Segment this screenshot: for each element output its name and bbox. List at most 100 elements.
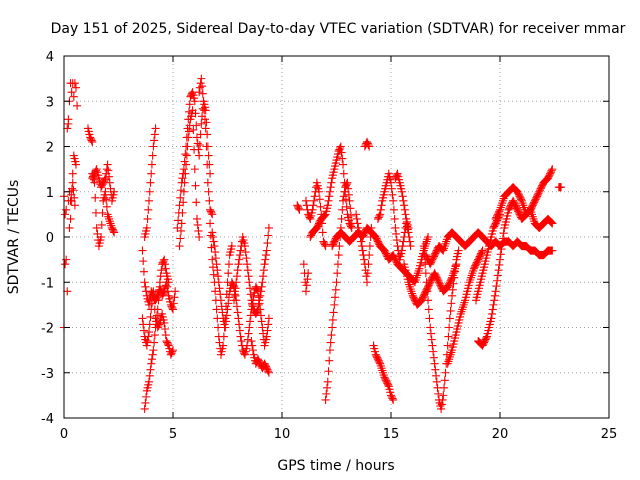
y-tick-label: -3 bbox=[41, 367, 54, 382]
data-point bbox=[179, 165, 188, 174]
data-point bbox=[253, 285, 262, 294]
data-point bbox=[94, 171, 103, 180]
data-point bbox=[189, 91, 198, 100]
data-point bbox=[139, 320, 148, 329]
data-point bbox=[92, 165, 101, 174]
data-point bbox=[158, 309, 167, 318]
data-point bbox=[409, 293, 418, 302]
data-point bbox=[535, 187, 544, 196]
data-point bbox=[158, 291, 167, 300]
data-point bbox=[504, 205, 513, 214]
data-point bbox=[170, 293, 179, 302]
data-point bbox=[258, 278, 267, 287]
data-point bbox=[252, 284, 261, 293]
data-point bbox=[149, 346, 158, 355]
data-point bbox=[155, 320, 164, 329]
data-point bbox=[94, 174, 103, 183]
data-point bbox=[208, 255, 217, 264]
data-point bbox=[487, 229, 497, 239]
y-tick-label: 1 bbox=[46, 186, 54, 201]
data-point bbox=[241, 248, 250, 257]
data-point bbox=[355, 229, 364, 239]
data-point bbox=[527, 204, 536, 213]
data-point bbox=[469, 264, 478, 273]
data-point bbox=[179, 187, 188, 196]
data-point bbox=[477, 249, 486, 258]
data-point bbox=[455, 312, 465, 321]
data-point bbox=[192, 214, 202, 223]
data-point bbox=[186, 92, 195, 101]
data-point bbox=[203, 178, 212, 187]
data-point bbox=[328, 171, 337, 180]
data-point bbox=[96, 235, 105, 245]
data-point bbox=[424, 305, 433, 314]
data-point bbox=[497, 245, 506, 254]
data-point bbox=[203, 160, 212, 169]
data-point bbox=[401, 210, 410, 219]
data-point bbox=[156, 285, 165, 294]
data-point bbox=[261, 338, 270, 347]
data-point bbox=[147, 359, 156, 368]
data-point bbox=[192, 133, 202, 142]
data-point bbox=[140, 404, 149, 413]
data-point bbox=[531, 195, 540, 204]
data-point bbox=[372, 352, 381, 361]
data-point bbox=[240, 242, 249, 251]
data-point bbox=[85, 130, 94, 139]
data-point bbox=[489, 223, 498, 232]
data-point bbox=[226, 248, 235, 257]
data-point bbox=[238, 232, 247, 242]
y-tick-label: 0 bbox=[46, 231, 54, 246]
data-point bbox=[195, 140, 204, 150]
data-point bbox=[232, 302, 241, 311]
data-point bbox=[495, 260, 504, 269]
data-point bbox=[168, 346, 178, 355]
data-point bbox=[372, 234, 381, 243]
data-point bbox=[255, 296, 264, 305]
data-point bbox=[208, 210, 217, 219]
data-point bbox=[104, 166, 113, 175]
data-point bbox=[454, 318, 463, 328]
data-point bbox=[426, 329, 436, 338]
data-point bbox=[503, 211, 512, 220]
data-point bbox=[264, 314, 273, 323]
data-point bbox=[339, 192, 348, 201]
data-point bbox=[90, 169, 99, 178]
data-point bbox=[374, 356, 383, 365]
data-point bbox=[448, 343, 457, 352]
data-point bbox=[421, 251, 430, 260]
data-point bbox=[548, 219, 557, 228]
data-point bbox=[484, 245, 493, 254]
data-point bbox=[260, 260, 269, 269]
data-point bbox=[430, 251, 439, 260]
data-point bbox=[510, 199, 519, 208]
data-point bbox=[66, 214, 75, 223]
data-point bbox=[416, 261, 425, 270]
data-point bbox=[514, 190, 523, 199]
data-point bbox=[400, 205, 409, 214]
data-point bbox=[309, 196, 319, 205]
data-point bbox=[303, 275, 312, 284]
data-point bbox=[248, 302, 257, 311]
data-point bbox=[341, 183, 350, 192]
data-point bbox=[378, 193, 388, 202]
data-point bbox=[235, 251, 244, 260]
data-point bbox=[394, 175, 404, 184]
data-point bbox=[163, 272, 172, 281]
data-point bbox=[373, 355, 382, 364]
data-point bbox=[244, 272, 253, 281]
y-tick-label: -2 bbox=[41, 322, 54, 337]
data-point bbox=[330, 237, 339, 246]
data-point bbox=[430, 359, 439, 368]
data-point bbox=[158, 312, 167, 321]
data-point bbox=[489, 300, 498, 309]
data-point bbox=[204, 151, 213, 160]
data-point bbox=[306, 232, 315, 242]
data-point bbox=[139, 257, 148, 266]
data-point bbox=[183, 142, 192, 151]
data-point bbox=[142, 226, 151, 236]
data-point bbox=[147, 160, 156, 169]
data-point bbox=[157, 266, 166, 275]
data-point bbox=[323, 204, 332, 213]
data-point bbox=[218, 344, 227, 353]
